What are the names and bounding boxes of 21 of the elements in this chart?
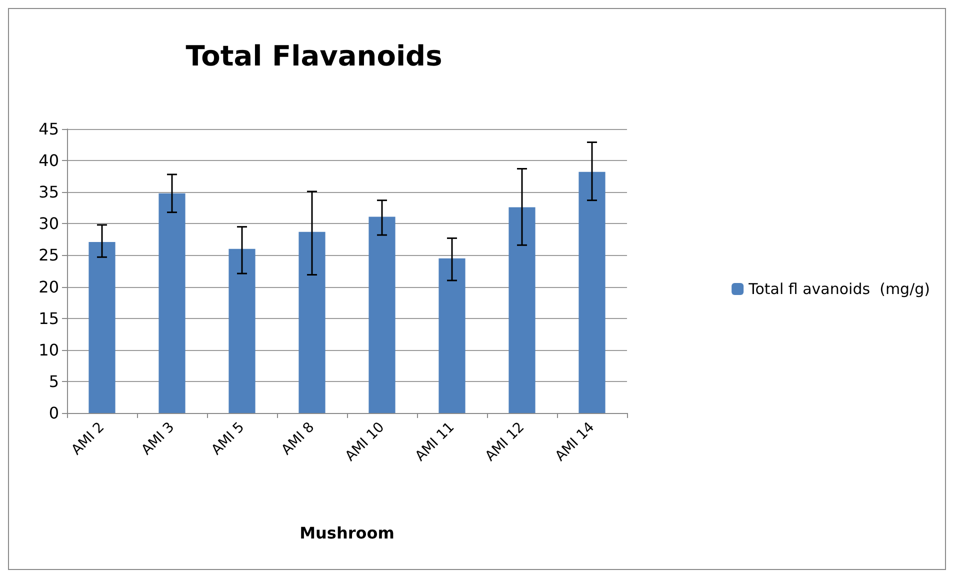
- bar: [298, 232, 326, 413]
- chart-title: Total Flavanoids: [186, 40, 442, 72]
- bar: [578, 172, 606, 413]
- bar: [508, 207, 536, 413]
- y-tick-label: 45: [38, 120, 59, 138]
- bar: [368, 216, 396, 413]
- x-axis-title: Mushroom: [300, 524, 394, 542]
- legend-label: Total fl avanoids (mg/g): [748, 280, 930, 298]
- y-tick-label: 40: [38, 151, 59, 170]
- y-tick-label: 15: [38, 308, 59, 328]
- y-tick-label: 5: [48, 372, 59, 391]
- bar: [438, 258, 466, 413]
- y-tick-label: 30: [38, 214, 59, 234]
- bar: [158, 193, 186, 413]
- bar: [228, 248, 256, 413]
- y-tick-label: 25: [38, 246, 59, 265]
- y-tick-label: 10: [38, 340, 59, 360]
- y-tick-label: 20: [38, 277, 59, 296]
- y-tick-label: 0: [48, 404, 59, 422]
- y-tick-label: 35: [38, 182, 59, 202]
- bar: [88, 242, 116, 413]
